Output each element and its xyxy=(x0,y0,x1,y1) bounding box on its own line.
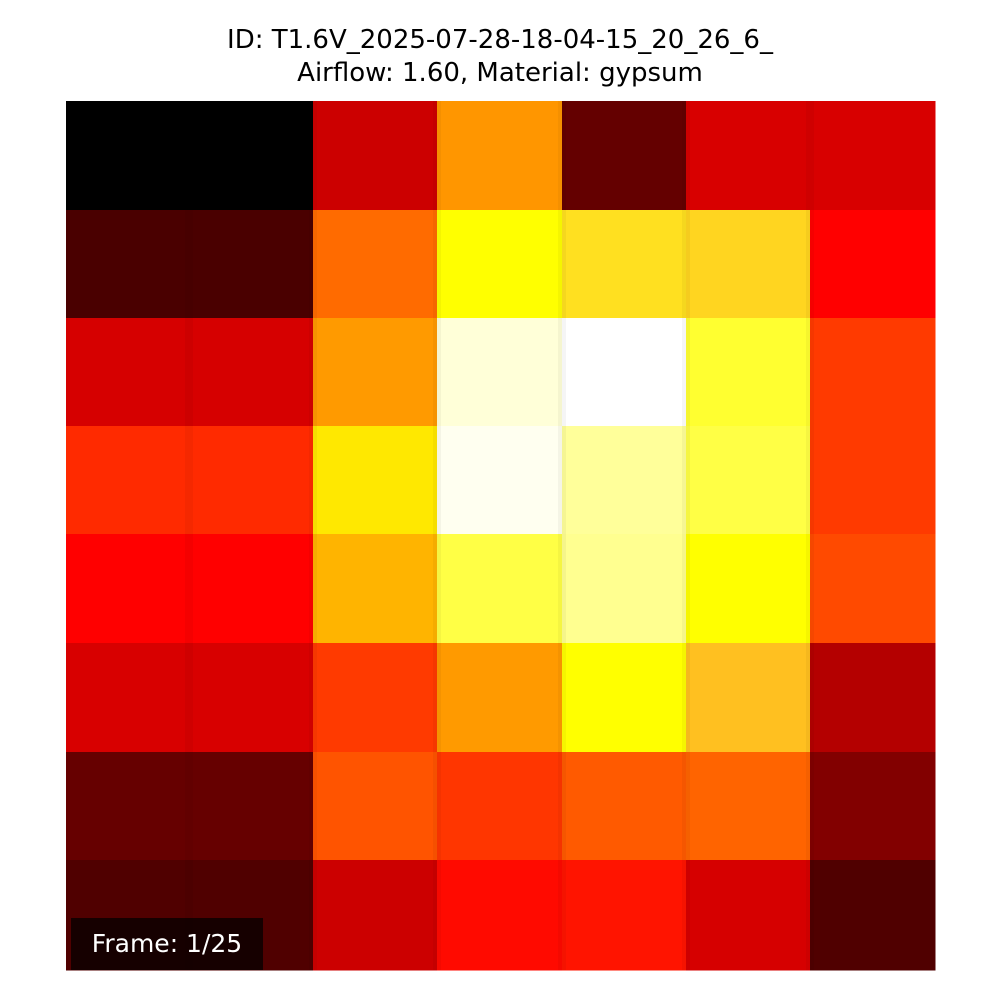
heatmap-cell xyxy=(562,643,687,753)
heatmap-cell xyxy=(66,210,190,319)
heatmap-cell xyxy=(313,860,438,971)
heatmap-cell xyxy=(562,426,687,535)
heatmap-cell xyxy=(810,534,936,644)
heatmap-cells xyxy=(66,101,936,971)
heatmap-cell xyxy=(562,318,687,427)
heatmap-cell xyxy=(66,101,190,211)
heatmap-cell xyxy=(313,318,438,427)
heatmap-cell xyxy=(686,210,811,319)
heatmap-cell xyxy=(686,318,811,427)
heatmap-cell xyxy=(66,318,190,427)
heatmap-cell xyxy=(562,860,687,971)
heatmap-cell xyxy=(810,643,936,753)
cell-seam xyxy=(682,101,690,970)
cell-seam xyxy=(806,101,814,970)
heatmap-cell xyxy=(686,534,811,644)
cell-seam xyxy=(558,101,566,970)
heatmap-cell xyxy=(810,860,936,971)
heatmap-cell xyxy=(189,752,314,861)
heatmap-cell xyxy=(189,426,314,535)
heatmap-cell xyxy=(313,210,438,319)
title-line-airflow-material: Airflow: 1.60, Material: gypsum xyxy=(297,58,703,88)
heatmap-cell xyxy=(686,643,811,753)
heatmap-cell xyxy=(66,752,190,861)
heatmap-cell xyxy=(437,752,563,861)
heatmap-cell xyxy=(810,752,936,861)
heatmap-cell xyxy=(562,534,687,644)
heatmap-cell xyxy=(189,534,314,644)
heatmap-cell xyxy=(313,101,438,211)
heatmap-cell xyxy=(686,101,811,211)
heatmap-cell xyxy=(313,643,438,753)
heatmap-cell xyxy=(66,534,190,644)
heatmap-cell xyxy=(810,101,936,211)
heatmap-cell xyxy=(66,643,190,753)
heatmap-cell xyxy=(437,860,563,971)
heatmap-cell xyxy=(313,426,438,535)
title-line-id: ID: T1.6V_2025-07-28-18-04-15_20_26_6_ xyxy=(227,25,773,55)
heatmap-cell xyxy=(562,101,687,211)
heatmap-cell xyxy=(437,210,563,319)
heatmap-cell xyxy=(437,101,563,211)
heatmap-cell xyxy=(313,534,438,644)
heatmap-cell xyxy=(437,643,563,753)
heatmap-cell xyxy=(313,752,438,861)
heatmap-cell xyxy=(189,643,314,753)
heatmap-cell xyxy=(810,426,936,535)
heatmap-cell xyxy=(437,426,563,535)
heatmap-cell xyxy=(66,426,190,535)
heatmap-cell xyxy=(562,210,687,319)
heatmap-cell xyxy=(686,426,811,535)
chart-title: ID: T1.6V_2025-07-28-18-04-15_20_26_6_ A… xyxy=(0,24,1000,90)
heatmap-cell xyxy=(189,101,314,211)
heatmap-cell xyxy=(437,318,563,427)
heatmap-cell xyxy=(437,534,563,644)
heatmap-cell xyxy=(562,752,687,861)
cell-seam xyxy=(309,101,317,970)
frame-counter-label: Frame: 1/25 xyxy=(71,918,263,970)
heatmap-cell xyxy=(189,318,314,427)
heatmap-cell xyxy=(686,752,811,861)
heatmap-cell xyxy=(810,318,936,427)
heatmap-cell xyxy=(810,210,936,319)
cell-seam xyxy=(185,101,193,970)
cell-seam xyxy=(433,101,441,970)
heatmap-cell xyxy=(686,860,811,971)
heatmap-cell xyxy=(189,210,314,319)
